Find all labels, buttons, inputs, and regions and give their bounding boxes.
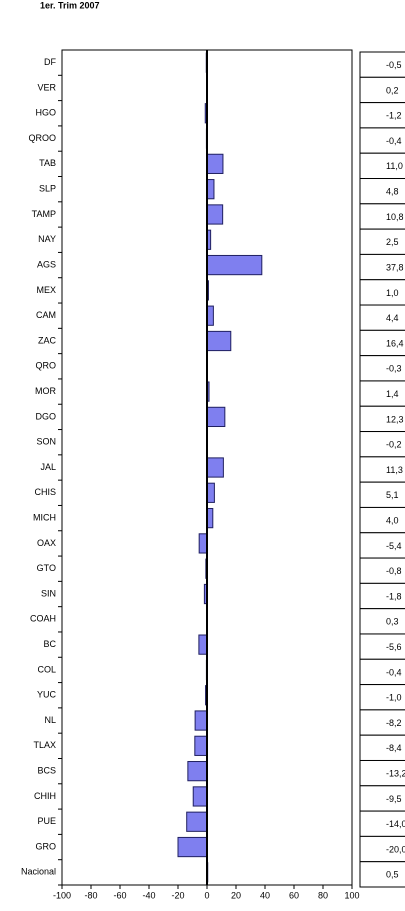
y-tick-label: GRO (35, 841, 56, 851)
bar (199, 635, 207, 654)
bar (207, 180, 214, 199)
y-tick-label: DF (44, 57, 56, 67)
y-tick-label: SON (36, 437, 56, 447)
x-tick-label: -40 (142, 890, 155, 900)
y-tick-label: TLAX (33, 740, 56, 750)
value-label: -1,8 (386, 591, 402, 601)
x-tick-label: -80 (84, 890, 97, 900)
value-label: -1,0 (386, 693, 402, 703)
bar (207, 205, 223, 224)
bar (207, 255, 262, 274)
y-tick-label: MOR (35, 386, 56, 396)
plot: -100 -80 -60 -40 -20 0 20 40 60 80 100 DF -0,5 VER 0,2… (21, 50, 405, 900)
bar (193, 787, 207, 806)
value-label: -0,3 (386, 364, 402, 374)
value-label: -20,0 (386, 844, 405, 854)
value-label: 2,5 (386, 237, 399, 247)
y-tick-label: MICH (33, 512, 56, 522)
y-tick-label: TAMP (32, 209, 56, 219)
y-tick-label: DGO (35, 411, 56, 421)
value-label: 1,4 (386, 389, 399, 399)
y-tick-label: MEX (36, 285, 56, 295)
y-tick-label: COAH (30, 614, 56, 624)
value-label: 4,0 (386, 515, 399, 525)
value-label: -5,6 (386, 642, 402, 652)
y-tick-label: COL (37, 664, 56, 674)
x-tick-label: -100 (53, 890, 71, 900)
x-tick-label: 20 (231, 890, 241, 900)
x-tick-label: 40 (260, 890, 270, 900)
x-tick-label: 100 (344, 890, 359, 900)
y-tick-label: CHIS (34, 487, 56, 497)
value-label: 4,4 (386, 313, 399, 323)
bar (188, 762, 207, 781)
y-tick-label: Nacional (21, 867, 56, 877)
value-label: 4,8 (386, 187, 399, 197)
bar (207, 154, 223, 173)
y-tick-label: NAY (38, 234, 56, 244)
x-tick-label: -20 (171, 890, 184, 900)
y-tick-label: YUC (37, 690, 57, 700)
bar (199, 534, 207, 553)
value-label: -0,8 (386, 566, 402, 576)
value-label: 10,8 (386, 212, 404, 222)
value-label: 11,3 (386, 465, 403, 475)
y-tick-label: BCS (37, 766, 56, 776)
x-tick-label: -60 (113, 890, 126, 900)
y-tick-label: ZAC (38, 335, 57, 345)
y-tick-label: VER (37, 82, 56, 92)
value-label: 0,3 (386, 617, 399, 627)
y-tick-label: OAX (37, 538, 56, 548)
y-tick-label: SLP (39, 184, 56, 194)
bar (207, 407, 225, 426)
value-label: -8,4 (386, 743, 402, 753)
value-label: 12,3 (386, 414, 404, 424)
y-tick-label: HGO (35, 108, 56, 118)
y-tick-label: BC (43, 639, 56, 649)
value-label: 0,5 (386, 870, 399, 880)
y-tick-label: CAM (36, 310, 56, 320)
y-tick-label: QROO (28, 133, 56, 143)
y-tick-label: PUE (37, 816, 56, 826)
y-tick-label: SIN (41, 588, 56, 598)
value-label: 1,0 (386, 288, 399, 298)
value-label: -14,0 (386, 819, 405, 829)
value-label: -8,2 (386, 718, 402, 728)
value-label: 5,1 (386, 490, 399, 500)
value-label: 0,2 (386, 85, 399, 95)
value-label: 11,0 (386, 161, 403, 171)
value-label: -1,2 (386, 111, 402, 121)
bar (187, 812, 207, 831)
value-label: -9,5 (386, 794, 402, 804)
x-tick-label: 0 (204, 890, 209, 900)
bar (178, 837, 207, 856)
value-label: 37,8 (386, 262, 404, 272)
y-tick-label: QRO (35, 361, 56, 371)
value-label: -0,4 (386, 667, 402, 677)
bar (195, 736, 207, 755)
x-tick-label: 80 (318, 890, 328, 900)
y-tick-label: JAL (40, 462, 56, 472)
y-tick-label: CHIH (34, 791, 56, 801)
bar (207, 458, 223, 477)
y-tick-label: TAB (39, 158, 56, 168)
y-tick-label: GTO (37, 563, 56, 573)
x-tick-label: 60 (289, 890, 299, 900)
value-label: -0,5 (386, 60, 402, 70)
chart-title: 1er. Trim 2007 (40, 0, 100, 10)
value-label: -13,2 (386, 769, 405, 779)
value-label: 16,4 (386, 338, 404, 348)
y-tick-label: AGS (37, 259, 56, 269)
bar (195, 711, 207, 730)
y-tick-label: NL (44, 715, 56, 725)
value-label: -5,4 (386, 541, 402, 551)
bar (207, 483, 214, 502)
value-label: -0,4 (386, 136, 402, 146)
value-label: -0,2 (386, 440, 402, 450)
bar (207, 331, 231, 350)
